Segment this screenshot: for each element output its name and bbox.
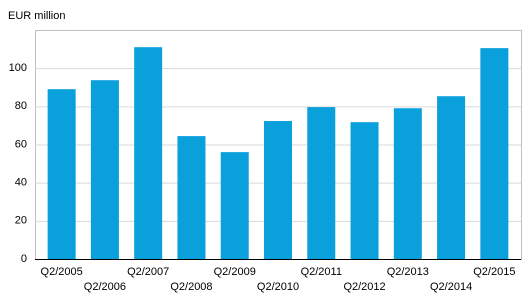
bar: [307, 107, 336, 259]
x-tick-label: Q2/2006: [84, 281, 126, 293]
bar: [177, 136, 206, 259]
y-tick-label: 20: [15, 215, 27, 227]
bar: [134, 47, 163, 259]
bar: [437, 96, 466, 259]
x-tick-label: Q2/2012: [343, 281, 385, 293]
y-tick-label: 60: [15, 138, 27, 150]
x-tick-label: Q2/2008: [170, 281, 212, 293]
x-tick-label: Q2/2010: [257, 281, 299, 293]
bar: [480, 48, 509, 259]
x-tick-label: Q2/2005: [41, 266, 83, 278]
x-tick-label: Q2/2011: [301, 266, 342, 278]
x-tick-label: Q2/2009: [214, 266, 256, 278]
x-tick-label: Q2/2014: [430, 281, 472, 293]
x-tick-label: Q2/2007: [127, 266, 169, 278]
y-tick-label: 80: [15, 100, 27, 112]
bar: [47, 89, 76, 260]
bar: [350, 122, 379, 259]
y-tick-label: 40: [15, 177, 27, 189]
bar: [220, 152, 249, 259]
bar: [90, 80, 119, 259]
x-tick-label: Q2/2015: [473, 266, 515, 278]
bar: [393, 108, 422, 259]
y-axis-label: EUR million: [8, 10, 65, 22]
x-tick-label: Q2/2013: [387, 266, 429, 278]
bar: [264, 121, 292, 259]
y-tick-label: 100: [9, 62, 27, 74]
y-tick-label: 0: [21, 253, 27, 265]
